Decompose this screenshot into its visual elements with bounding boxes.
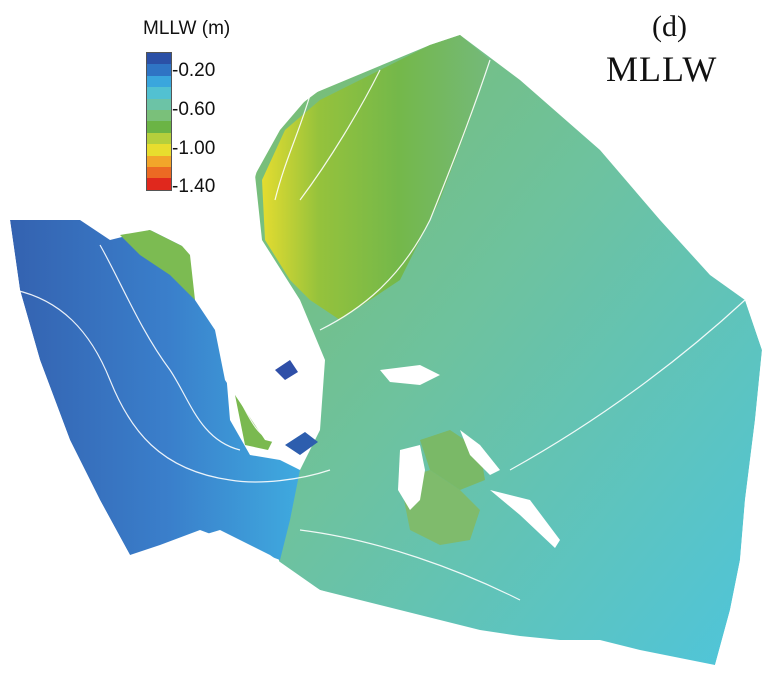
eastern-domain-edge (715, 200, 767, 677)
andros-island (398, 445, 425, 510)
colorbar-segment (147, 75, 171, 88)
panel-label: (d) (652, 10, 687, 43)
cuba (0, 530, 767, 677)
colorbar-segment (147, 98, 171, 111)
exuma-chain (490, 490, 560, 548)
eleuthera (460, 430, 500, 475)
ocean-domain-north (262, 35, 490, 320)
colorbar-segment (147, 155, 171, 168)
ocean-domain-west (10, 220, 300, 560)
colorbar-segment (147, 132, 171, 145)
colorbar (146, 52, 172, 191)
western-domain-edge (0, 215, 130, 560)
florida-panhandle (0, 0, 767, 215)
contour-lines (14, 59, 746, 601)
florida-peninsula (150, 190, 320, 445)
colorbar-segment (147, 167, 171, 179)
colorbar-segment (147, 121, 171, 133)
legend-tick-4: -1.40 (172, 176, 216, 197)
colorbar-segment (147, 110, 171, 122)
colorbar-segment (147, 53, 171, 65)
legend-tick-2: -0.60 (172, 99, 216, 120)
colorbar-segment (147, 64, 171, 76)
grand-bahama (380, 365, 440, 385)
legend-title: MLLW (m) (143, 18, 231, 39)
west-coastal-green (120, 230, 210, 300)
colorbar-segment (147, 87, 171, 99)
southeast-keys-blue (285, 432, 318, 455)
legend-tick-3: -1.00 (172, 138, 216, 159)
panel-title: MLLW (606, 49, 718, 89)
legend-tick-1: -0.20 (172, 60, 216, 81)
colorbar-segment (147, 178, 171, 190)
lake-okeechobee (275, 360, 298, 380)
colorbar-segment (147, 144, 171, 156)
